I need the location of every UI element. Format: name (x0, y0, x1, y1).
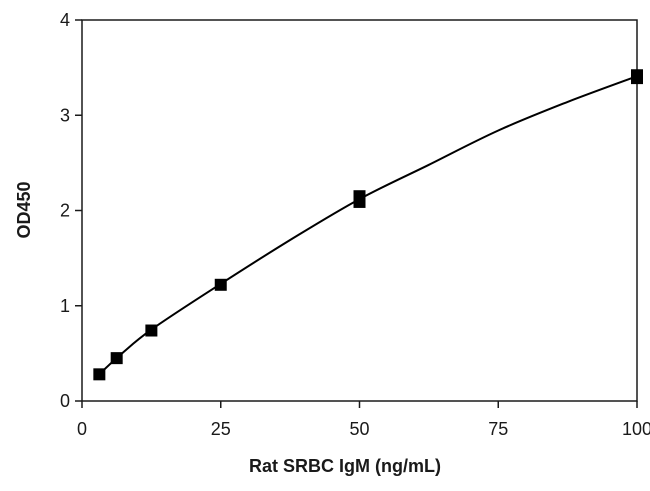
y-tick-label: 0 (60, 391, 70, 411)
x-tick-label: 75 (488, 419, 508, 439)
data-point (214, 278, 227, 291)
x-tick-label: 0 (77, 419, 87, 439)
data-point (93, 368, 106, 381)
x-axis-ticks: 0 25 50 75 100 (77, 401, 650, 439)
x-axis-title: Rat SRBC IgM (ng/mL) (249, 456, 441, 476)
y-axis-title: OD450 (14, 181, 34, 238)
y-tick-label: 1 (60, 296, 70, 316)
x-tick-label: 50 (349, 419, 369, 439)
data-point (353, 190, 366, 203)
y-tick-label: 2 (60, 201, 70, 221)
fit-curve-line (98, 75, 638, 376)
data-point (631, 69, 643, 82)
y-tick-label: 3 (60, 105, 70, 125)
y-axis-ticks: 0 1 2 3 4 (60, 10, 82, 411)
data-points (93, 69, 643, 381)
y-tick-label: 4 (60, 10, 70, 30)
plot-frame (81, 19, 638, 402)
data-point (145, 324, 158, 337)
data-point (110, 352, 123, 365)
x-tick-label: 25 (211, 419, 231, 439)
x-tick-label: 100 (622, 419, 650, 439)
